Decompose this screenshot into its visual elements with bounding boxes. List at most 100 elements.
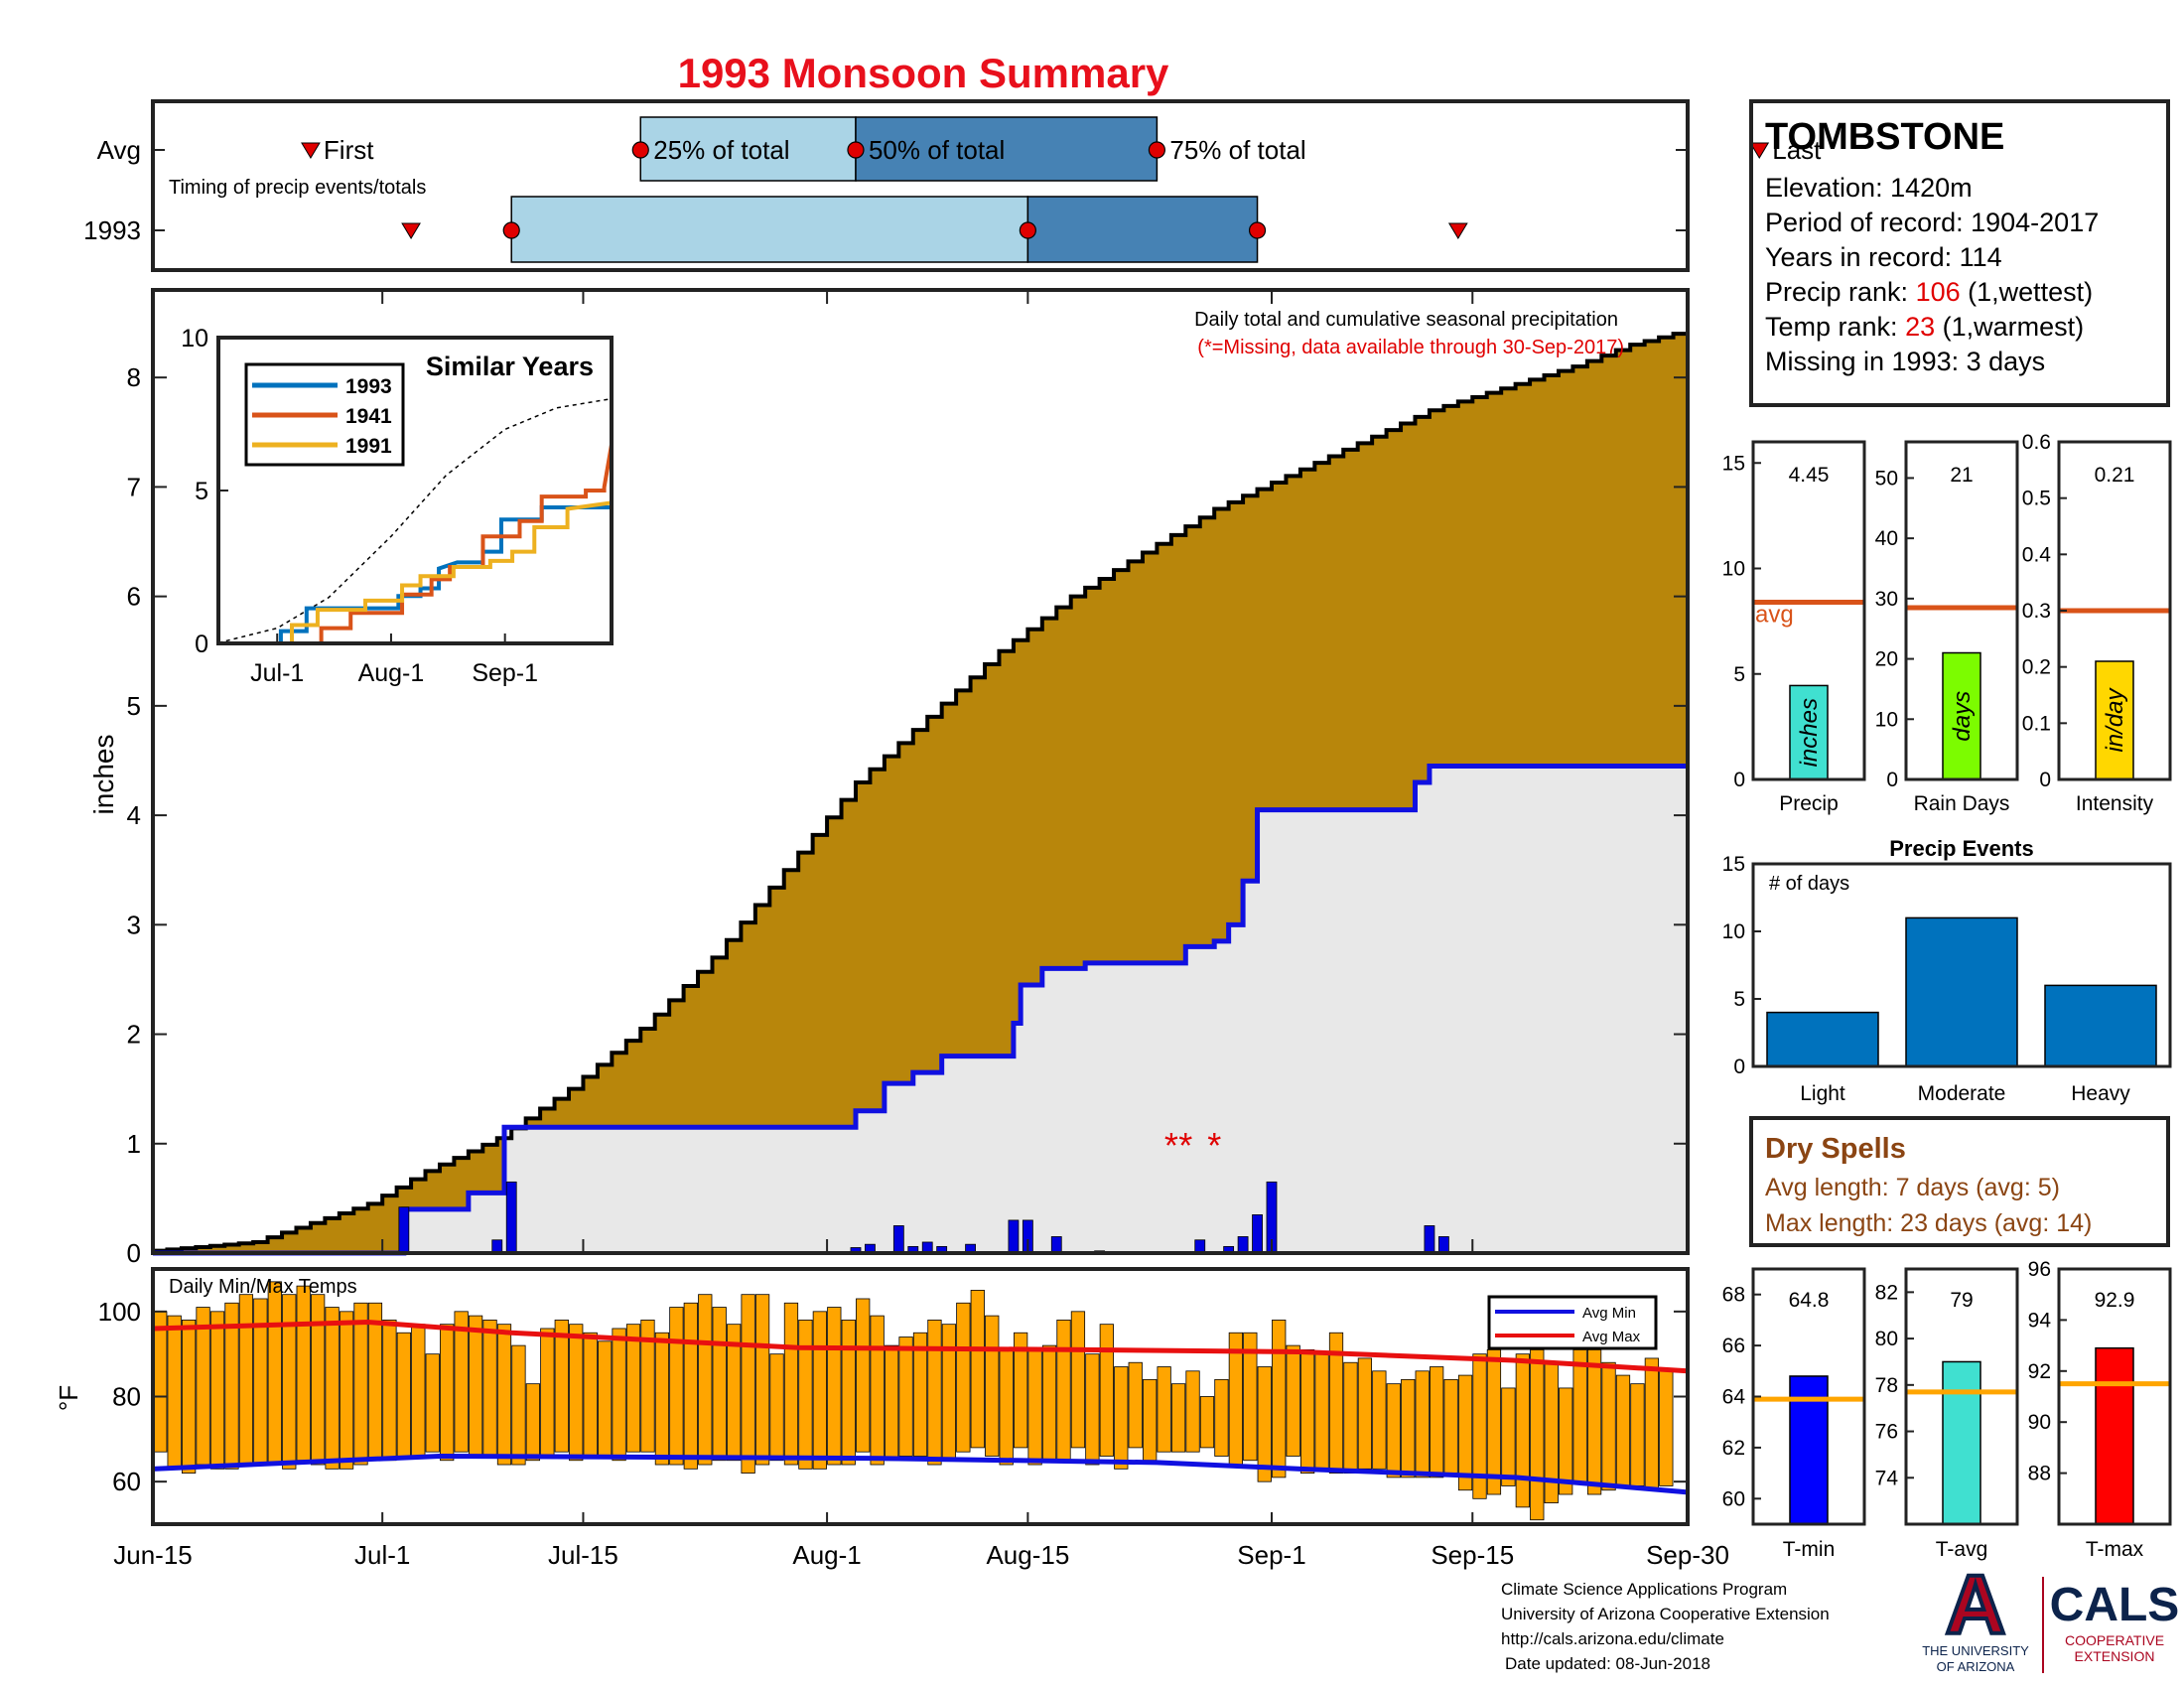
avg-max-line	[152, 1320, 1689, 1374]
temp-range-bar	[884, 1344, 899, 1462]
temp-range-bar	[1443, 1378, 1458, 1474]
temp-range-bar	[1372, 1370, 1387, 1470]
temp-range-bar	[482, 1320, 497, 1457]
daily-precip-bar	[398, 1206, 410, 1254]
temp-range-bar	[1559, 1387, 1573, 1495]
y1993-first-marker	[401, 222, 421, 239]
events-bar-moderate	[1905, 916, 2018, 1067]
x-tick-label: Jul-15	[548, 1540, 618, 1570]
temp-range-bar	[1457, 1374, 1473, 1491]
footer-line-3: http://cals.arizona.edu/climate	[1501, 1629, 1724, 1648]
dry-spells-frame	[1749, 1116, 2170, 1247]
footer-line-4: Date updated: 08-Jun-2018	[1505, 1654, 1710, 1673]
elevation: Elevation: 1420m	[1765, 173, 1973, 203]
temp-range-bar	[411, 1324, 426, 1457]
temp-range-bar	[511, 1344, 526, 1466]
timing-panel: First Last 25% of total 50% of total 75% of …	[83, 99, 1822, 272]
temp-range-bar	[1601, 1361, 1616, 1491]
intensity-y-tick-label: 0.5	[2022, 488, 2051, 510]
tavg-bar	[1942, 1360, 1981, 1525]
temp-range-bar	[1014, 1332, 1028, 1449]
tavg-y-tick-label: 74	[1875, 1467, 1899, 1489]
temp-range-bar	[339, 1311, 354, 1470]
temp-range-bar	[396, 1332, 411, 1457]
temp-range-bar	[1128, 1361, 1143, 1449]
precip-events-chart: Light Moderate Heavy 0 5 10 15 Precip Events # o…	[1722, 836, 2172, 1105]
intensity-y-tick-label: 0	[2039, 769, 2051, 791]
temp-range-bar	[727, 1324, 742, 1462]
precip-y-tick-label: 5	[1733, 663, 1745, 686]
y-tick-label: 5	[127, 691, 141, 721]
intensity-y-tick-label: 0.3	[2022, 600, 2051, 623]
temp-range-bar	[311, 1294, 326, 1466]
temp-range-bar	[898, 1336, 913, 1457]
events-x-label: Heavy	[2071, 1082, 2130, 1105]
tavg-value-label: 79	[1950, 1289, 1973, 1312]
temp-range-bar	[812, 1311, 827, 1470]
legend-label-1941: 1941	[345, 405, 392, 428]
tmin-x-label: T-min	[1783, 1538, 1836, 1561]
rain_days-y-tick-label: 40	[1875, 527, 1898, 550]
y-tick-label: 0	[127, 1238, 141, 1268]
cals-logo-line-2: EXTENSION	[2075, 1648, 2155, 1664]
intensity-unit-label: in/day	[2102, 686, 2128, 752]
tmax-bar	[2095, 1346, 2134, 1525]
temp-range-bar	[1501, 1387, 1516, 1486]
daily-temps-chart: 60 80 100 Jun-15 Jul-1 Jul-15 Aug-1 Aug-15 Sep-1…	[54, 1267, 1729, 1570]
main-chart-title: Daily total and cumulative seasonal prec…	[1194, 309, 1618, 331]
tmax-value-label: 92.9	[2095, 1289, 2135, 1312]
footer: Climate Science Applications Program Uni…	[1501, 1580, 1830, 1673]
temp-range-bar	[554, 1320, 569, 1453]
avg-first-marker	[301, 142, 321, 159]
avg-cumulative-line	[153, 332, 1688, 1253]
temp-range-bar	[1099, 1324, 1114, 1457]
station-info-frame	[1749, 99, 2170, 407]
temp-range-bar	[569, 1324, 584, 1462]
inset-y-tick-label: 10	[181, 325, 208, 352]
y1993-25-50-box	[510, 196, 1029, 263]
y-tick-label: 1	[127, 1129, 141, 1159]
y-tick-label: 3	[127, 910, 141, 939]
tavg-y-tick-label: 76	[1875, 1421, 1898, 1444]
temps-y-tick-label: 100	[98, 1297, 141, 1327]
precip-y-tick-label: 15	[1722, 452, 1745, 475]
inset-line-1993	[218, 504, 612, 645]
temp-range-bar	[468, 1315, 483, 1457]
rain_days-x-label: Rain Days	[1914, 792, 2010, 815]
avg-25-marker	[631, 141, 649, 159]
temp-range-bar	[583, 1332, 598, 1457]
temp-range-bar	[1415, 1370, 1430, 1478]
temp-range-bar	[1170, 1383, 1186, 1453]
y-tick-label: 8	[127, 362, 141, 392]
precip-rank: Precip rank: 106 (1,wettest)	[1765, 277, 2093, 307]
temp-range-bar	[1185, 1370, 1200, 1453]
temp-range-bar	[1357, 1357, 1373, 1470]
tmax-frame	[2057, 1267, 2172, 1526]
temp-range-bar	[941, 1324, 957, 1462]
temp-range-bar	[440, 1324, 455, 1462]
avg-50-marker	[847, 141, 865, 159]
daily-precip-bar	[1050, 1236, 1062, 1254]
events-y-label: # of days	[1769, 873, 1849, 895]
temp-range-bar	[769, 1353, 784, 1462]
intensity-y-tick-label: 0.1	[2022, 712, 2051, 735]
ua-logo-line-1: THE UNIVERSITY	[1922, 1643, 2029, 1658]
temp-range-bar	[1243, 1332, 1258, 1462]
temps-legend-box	[1487, 1295, 1658, 1350]
temp-range-bar	[1041, 1344, 1057, 1462]
temp-range-bar	[999, 1348, 1014, 1466]
temp-range-bar	[1286, 1344, 1300, 1457]
label-last: Last	[1772, 135, 1822, 165]
temp-range-bar	[1257, 1366, 1272, 1482]
temp-range-bar	[712, 1307, 727, 1462]
legend-label-avg-min: Avg Min	[1582, 1305, 1636, 1322]
x-tick-label: Jul-1	[354, 1540, 410, 1570]
temp-range-bar	[325, 1307, 340, 1470]
legend-label-avg-max: Avg Max	[1582, 1329, 1641, 1345]
temp-range-bar	[454, 1311, 469, 1453]
intensity-y-tick-label: 0.4	[2022, 543, 2052, 566]
temp-range-bar	[754, 1294, 770, 1466]
intensity-value-label: 0.21	[2095, 464, 2135, 487]
intensity-bar	[2095, 660, 2134, 780]
missing-day-marker: *	[1178, 1125, 1192, 1166]
